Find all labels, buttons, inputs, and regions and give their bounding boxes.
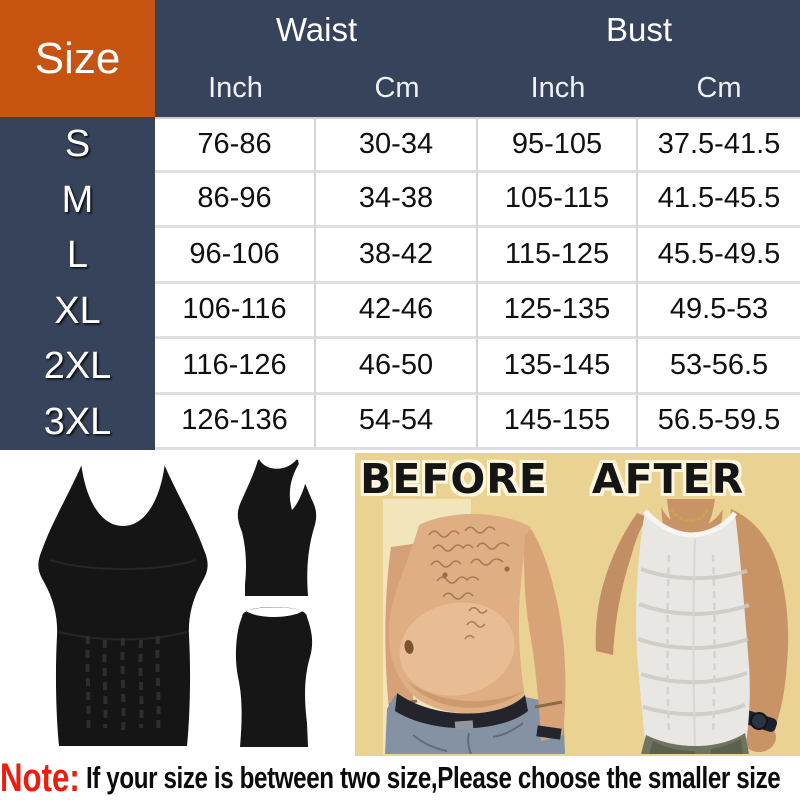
table-cell: 53-56.5 [638, 339, 800, 395]
table-cell: 125-135 [478, 283, 638, 339]
note-text: If your size is between two size,Please … [85, 760, 781, 795]
waist-cm-header: Cm [374, 71, 420, 104]
before-photo [383, 499, 566, 754]
waist-inch-header: Inch [208, 71, 263, 104]
after-photo [595, 499, 789, 754]
waist-group-header: Waist [275, 10, 358, 48]
note-line: Note: If your size is between two size,P… [0, 756, 781, 800]
table-cell: 34-38 [316, 172, 478, 228]
row-size-label: XL [54, 289, 101, 332]
note-prefix: Note: [0, 756, 80, 800]
before-label: BEFORE [360, 455, 548, 503]
size-table: Size Waist Bust Inch Cm Inch Cm S 76-86 … [0, 0, 800, 450]
table-cell: 54-54 [316, 394, 478, 450]
row-size-label: 2XL [43, 345, 112, 388]
note-bar: Note: If your size is between two size,P… [0, 756, 800, 800]
size-header-cell: Size [0, 0, 155, 117]
vest-back-image [235, 607, 313, 747]
table-cell: 95-105 [478, 117, 638, 173]
vest-front-image [38, 458, 208, 746]
table-cell: 135-145 [478, 339, 638, 395]
bust-group-header: Bust [605, 10, 673, 48]
table-cell: 106-116 [155, 283, 316, 339]
row-size-label: 3XL [43, 400, 112, 443]
after-label: AFTER [591, 455, 745, 503]
product-photos-panel [0, 450, 355, 757]
table-cell: 41.5-45.5 [638, 172, 800, 228]
before-after-panel: BEFORE AFTER [355, 453, 800, 756]
table-cell: 56.5-59.5 [638, 394, 800, 450]
table-cell: 76-86 [155, 117, 316, 173]
vest-side-image [237, 456, 317, 596]
table-cell: 116-126 [155, 339, 316, 395]
row-size-label: L [66, 234, 89, 277]
table-cell: 42-46 [316, 283, 478, 339]
row-size-label: S [64, 123, 91, 166]
row-size-label: M [61, 178, 94, 221]
table-cell: 86-96 [155, 172, 316, 228]
table-cell: 38-42 [316, 228, 478, 284]
table-cell: 45.5-49.5 [638, 228, 800, 284]
table-cell: 96-106 [155, 228, 316, 284]
bust-cm-header: Cm [696, 71, 742, 104]
table-cell: 49.5-53 [638, 283, 800, 339]
table-cell: 115-125 [478, 228, 638, 284]
table-cell: 37.5-41.5 [638, 117, 800, 173]
table-cell: 145-155 [478, 394, 638, 450]
table-cell: 126-136 [155, 394, 316, 450]
table-cell: 105-115 [478, 172, 638, 228]
table-cell: 30-34 [316, 117, 478, 173]
bust-inch-header: Inch [530, 71, 586, 104]
table-cell: 46-50 [316, 339, 478, 395]
